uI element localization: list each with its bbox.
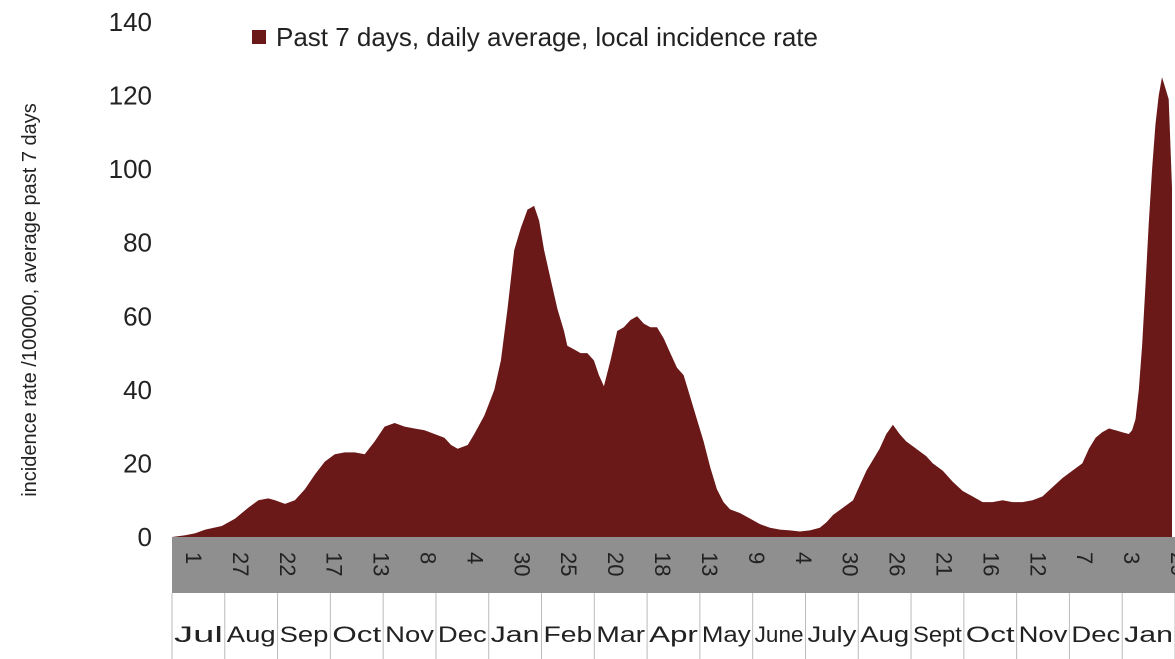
legend-label: Past 7 days, daily average, local incide… xyxy=(276,22,818,52)
y-axis: 0 20 40 60 80 100 120 140 xyxy=(109,7,152,552)
y-axis-label: incidence rate /100000, average past 7 d… xyxy=(19,103,41,497)
month-tick-labels: Jul Aug Sep Oct Nov Dec Jan Feb Mar Apr May June Jul… xyxy=(171,593,1175,659)
date-tick-label: 27 xyxy=(228,552,253,576)
month-tick-label: Jul xyxy=(174,622,223,647)
date-tick-label: 9 xyxy=(744,552,769,564)
date-tick-label: 4 xyxy=(791,552,816,564)
date-axis-band xyxy=(172,537,1175,593)
y-tick-label: 40 xyxy=(123,375,152,405)
date-tick-label: 3 xyxy=(1119,552,1144,564)
month-tick-label: Aug xyxy=(860,622,909,647)
legend-swatch xyxy=(252,30,266,44)
month-tick-label: Sept xyxy=(913,622,962,647)
date-tick-label: 1 xyxy=(181,552,206,564)
date-tick-label: 12 xyxy=(1025,552,1050,576)
date-tick-label: 29 xyxy=(1166,552,1175,576)
date-tick-label: 13 xyxy=(697,552,722,576)
month-tick-label: June xyxy=(755,622,804,647)
month-tick-label: May xyxy=(702,622,751,647)
month-tick-label: Apr xyxy=(649,622,698,647)
month-tick-label: Mar xyxy=(596,622,645,647)
date-tick-label: 16 xyxy=(978,552,1003,576)
y-tick-label: 20 xyxy=(123,448,152,478)
y-tick-label: 0 xyxy=(138,522,152,552)
y-tick-label: 60 xyxy=(123,301,152,331)
month-tick-label: Oct xyxy=(332,622,381,647)
date-tick-label: 4 xyxy=(462,552,487,564)
date-tick-label: 17 xyxy=(322,552,347,576)
month-tick-label: Jan xyxy=(1124,622,1173,647)
y-tick-label: 120 xyxy=(109,81,152,111)
y-tick-label: 100 xyxy=(109,154,152,184)
date-tick-label: 30 xyxy=(509,552,534,576)
legend: Past 7 days, daily average, local incide… xyxy=(252,22,818,52)
series-area xyxy=(172,77,1172,537)
month-tick-label: July xyxy=(808,622,857,647)
month-tick-label: Aug xyxy=(227,622,276,647)
month-tick-label: Oct xyxy=(966,622,1015,647)
month-tick-label: Dec xyxy=(438,622,487,647)
month-tick-label: Nov xyxy=(1019,622,1068,647)
date-tick-label: 22 xyxy=(275,552,300,576)
date-tick-label: 20 xyxy=(603,552,628,576)
date-tick-labels: 1 27 22 17 13 8 4 30 25 20 18 13 9 4 30 26 21 16 12 7 3 29 xyxy=(181,552,1175,576)
date-tick-label: 18 xyxy=(650,552,675,576)
month-tick-label: Sep xyxy=(280,622,329,647)
month-tick-label: Feb xyxy=(544,622,593,647)
month-tick-label: Nov xyxy=(385,622,434,647)
date-tick-label: 8 xyxy=(416,552,441,564)
date-tick-label: 13 xyxy=(369,552,394,576)
date-tick-label: 21 xyxy=(932,552,957,576)
date-tick-label: 26 xyxy=(885,552,910,576)
date-tick-label: 30 xyxy=(838,552,863,576)
month-tick-label: Jan xyxy=(491,622,540,647)
y-tick-label: 80 xyxy=(123,228,152,258)
y-tick-label: 140 xyxy=(109,7,152,37)
month-tick-label: Dec xyxy=(1071,622,1120,647)
date-tick-label: 7 xyxy=(1072,552,1097,564)
date-tick-label: 25 xyxy=(556,552,581,576)
